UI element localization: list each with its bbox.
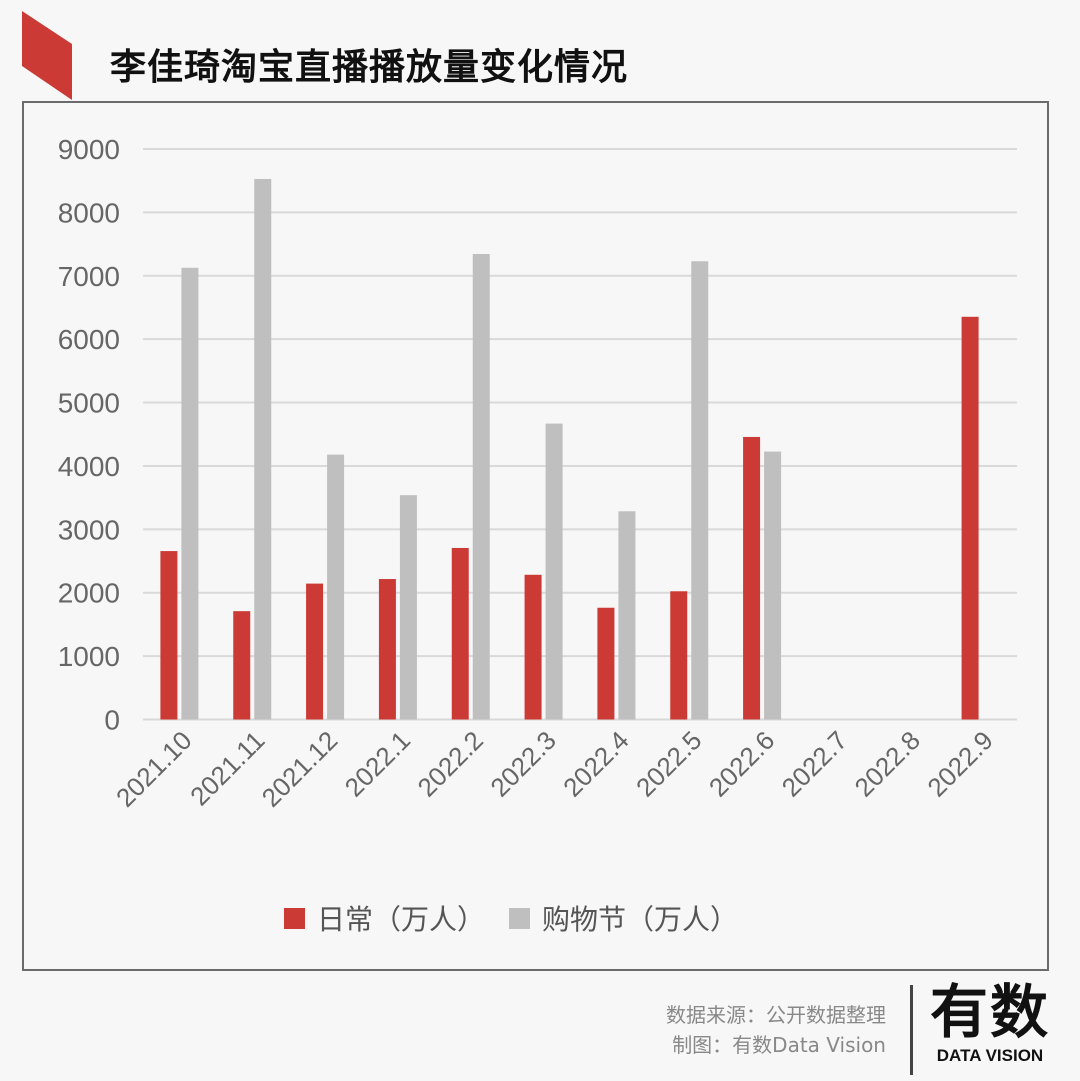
- bar-shopping-festival: [545, 423, 563, 720]
- x-tick-label: 2022.5: [630, 725, 707, 802]
- bar-daily: [961, 316, 979, 720]
- legend-label-daily: 日常（万人）: [317, 903, 486, 936]
- bar-daily: [306, 583, 324, 720]
- bar-shopping-festival: [764, 451, 782, 720]
- y-tick-label: 1000: [58, 641, 120, 672]
- bar-shopping-festival: [399, 495, 417, 720]
- bar-shopping-festival: [472, 253, 490, 720]
- logo-chinese: 有数: [929, 978, 1050, 1046]
- footer-credits: 数据来源：公开数据整理 制图：有数Data Vision: [666, 1000, 886, 1060]
- page-title: 李佳琦淘宝直播播放量变化情况: [110, 47, 629, 88]
- bar-shopping-festival: [254, 178, 272, 720]
- y-tick-label: 6000: [58, 324, 120, 355]
- y-tick-label: 5000: [58, 388, 120, 419]
- y-tick-label: 2000: [58, 578, 120, 609]
- chart-frame: [22, 101, 1049, 971]
- x-tick-label: 2021.11: [184, 725, 270, 811]
- bar-daily: [233, 611, 251, 720]
- chart-legend: 日常（万人） 购物节（万人）: [284, 898, 762, 938]
- bar-daily: [378, 579, 396, 720]
- bar-daily: [524, 574, 542, 720]
- x-tick-label: 2022.8: [849, 725, 926, 802]
- bar-shopping-festival: [618, 511, 636, 720]
- bar-shopping-festival: [691, 261, 709, 720]
- credit-text: 制图：有数Data Vision: [672, 1033, 886, 1057]
- x-tick-label: 2022.1: [339, 725, 416, 802]
- y-tick-label: 0: [104, 705, 120, 736]
- bar-daily: [670, 591, 688, 720]
- y-tick-label: 7000: [58, 261, 120, 292]
- x-tick-label: 2021.12: [256, 725, 344, 813]
- x-tick-label: 2022.6: [703, 725, 780, 802]
- footer-divider: [910, 985, 913, 1075]
- x-tick-label: 2021.10: [110, 725, 198, 813]
- bar-daily: [743, 436, 761, 720]
- x-tick-label: 2022.9: [921, 725, 998, 802]
- legend-swatch-shopping-festival: [509, 907, 531, 929]
- red-corner-accent: [22, 11, 72, 100]
- bar-shopping-festival: [181, 267, 199, 720]
- legend-label-shopping-festival: 购物节（万人）: [542, 903, 739, 936]
- bar-daily: [160, 551, 178, 720]
- x-tick-label: 2022.7: [776, 725, 853, 802]
- y-tick-label: 8000: [58, 197, 120, 228]
- y-tick-label: 9000: [58, 134, 120, 165]
- y-tick-label: 3000: [58, 514, 120, 545]
- data-source-text: 数据来源：公开数据整理: [666, 1003, 886, 1027]
- bar-chart: 0 1000 2000 3000 4000 5000 6000 7000 8000 9000 202…: [58, 134, 1017, 813]
- x-tick-label: 2022.4: [557, 725, 634, 802]
- legend-item-daily: 日常（万人）: [284, 898, 485, 938]
- x-tick-label: 2022.2: [412, 725, 489, 802]
- y-tick-label: 4000: [58, 451, 120, 482]
- x-tick-label: 2022.3: [484, 725, 561, 802]
- legend-item-shopping-festival: 购物节（万人）: [509, 898, 738, 938]
- logo-english: DATA VISION: [936, 1046, 1044, 1065]
- legend-swatch-daily: [284, 907, 305, 929]
- bar-shopping-festival: [327, 454, 345, 720]
- bar-daily: [597, 607, 615, 720]
- bar-daily: [451, 547, 469, 720]
- data-vision-logo: 有数 DATA VISION: [928, 980, 1052, 1066]
